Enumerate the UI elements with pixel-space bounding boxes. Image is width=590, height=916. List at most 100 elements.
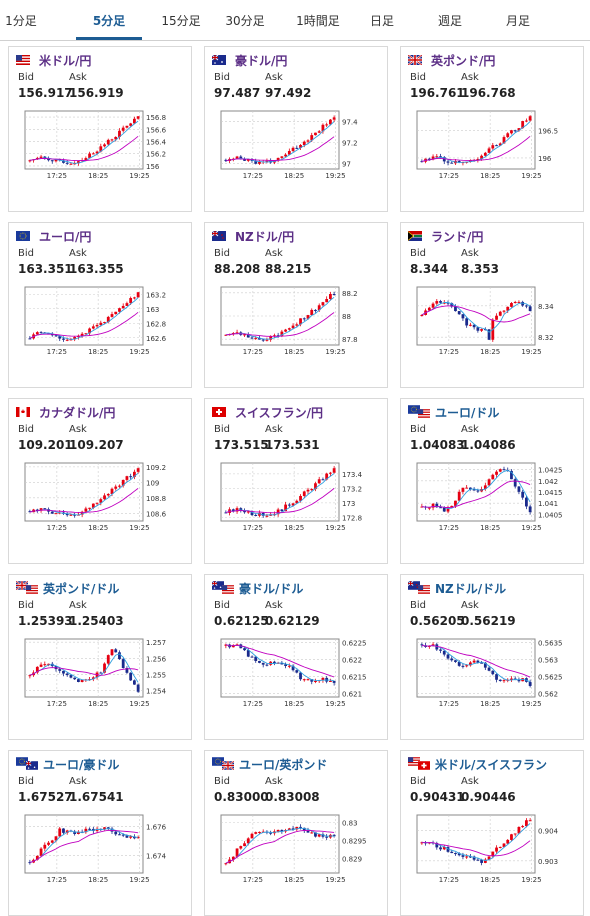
pair-title[interactable]: ユーロ/ドル xyxy=(435,406,500,420)
candle-body xyxy=(73,337,77,340)
pair-title[interactable]: ユーロ/豪ドル xyxy=(43,758,120,772)
candle-body xyxy=(480,155,483,160)
pair-title[interactable]: カナダドル/円 xyxy=(39,406,116,420)
tab-1[interactable]: 1分足 xyxy=(5,14,37,28)
candle-body xyxy=(69,514,73,516)
candle-body xyxy=(103,322,106,324)
pair-title[interactable]: 豪ドル/円 xyxy=(235,54,288,68)
rate-card[interactable]: 英ポンド/円 Bid Ask 196.761 196.768 196 196.5 17:25 1… xyxy=(400,46,584,212)
candle-body xyxy=(325,836,329,838)
ask-value: 0.62129 xyxy=(265,614,320,628)
candle-body xyxy=(291,665,295,671)
rate-card[interactable]: NZドル/ドル Bid Ask 0.56205 0.56219 0.562 0.5625 0.… xyxy=(400,574,584,740)
bid-label: Bid xyxy=(410,776,426,787)
price-chart: 0.562 0.5625 0.563 0.5635 17:25 18:25 19:25 xyxy=(416,638,563,708)
candle-body xyxy=(287,504,291,506)
candle-body xyxy=(439,507,442,509)
pair-title[interactable]: 豪ドル/ドル xyxy=(239,582,304,596)
candle-body xyxy=(314,832,317,837)
candle-body xyxy=(502,310,506,312)
x-tick-label: 18:25 xyxy=(88,348,108,356)
y-tick-label: 196 xyxy=(538,155,552,163)
ask-label: Ask xyxy=(461,600,479,611)
ma-slow-line xyxy=(29,829,139,863)
pair-title[interactable]: NZドル/ドル xyxy=(435,582,507,596)
tab-2[interactable]: 5分足 xyxy=(76,0,142,40)
candle-body xyxy=(224,334,228,336)
rate-card[interactable]: ユーロ/英ポンド Bid Ask 0.83000 0.83008 0.829 0.8295 0… xyxy=(204,750,388,916)
candle-body xyxy=(420,842,424,844)
pair-title[interactable]: 米ドル/円 xyxy=(39,54,92,68)
candle-body xyxy=(299,495,302,501)
tab-7[interactable]: 週足 xyxy=(437,14,462,28)
bid-value: 1.25393 xyxy=(18,614,73,628)
candle-body xyxy=(88,507,91,509)
ma-slow-line xyxy=(29,311,139,339)
x-tick-label: 17:25 xyxy=(439,876,459,884)
ask-value: 173.531 xyxy=(265,438,320,452)
candle-body xyxy=(431,644,435,646)
candle-body xyxy=(513,130,517,132)
tab-8[interactable]: 月足 xyxy=(505,14,530,28)
price-chart: 0.621 0.6215 0.622 0.6225 17:25 18:25 19:25 xyxy=(220,638,367,708)
rate-card[interactable]: 英ポンド/ドル Bid Ask 1.25393 1.25403 1.254 1.255 1.2… xyxy=(8,574,192,740)
rate-card[interactable]: 豪ドル/円 Bid Ask 97.487 97.492 97 97.2 97.4 17:25 18… xyxy=(204,46,388,212)
candle-body xyxy=(62,828,65,833)
price-chart: 172.8 173 173.2 173.4 17:25 18:25 19:25 xyxy=(220,462,363,532)
candle-body xyxy=(133,836,136,839)
rate-card[interactable]: スイスフラン/円 Bid Ask 173.515 173.531 172.8 173 173.… xyxy=(204,398,388,564)
tab-4[interactable]: 30分足 xyxy=(225,14,265,28)
y-tick-label: 88 xyxy=(342,313,351,321)
rate-card[interactable]: カナダドル/円 Bid Ask 109.201 109.207 108.6 108.8 109… xyxy=(8,398,192,564)
candle-body xyxy=(136,684,140,692)
pair-title[interactable]: スイスフラン/円 xyxy=(235,406,324,420)
rate-card[interactable]: ユーロ/ドル Bid Ask 1.04083 1.04086 1.0405 1.041 1.0… xyxy=(400,398,584,564)
rate-card[interactable]: ユーロ/豪ドル Bid Ask 1.67527 1.67541 1.674 1.676 17:… xyxy=(8,750,192,916)
pair-title[interactable]: ランド/円 xyxy=(431,230,484,244)
y-tick-label: 0.83 xyxy=(342,819,358,827)
ask-label: Ask xyxy=(461,248,479,259)
x-tick-label: 17:25 xyxy=(439,700,459,708)
rate-card[interactable]: 米ドル/スイスフラン Bid Ask 0.90431 0.90446 0.903 0.904… xyxy=(400,750,584,916)
timeframe-tabs: 1分足 5分足 15分足 30分足 1時間足 日足 週足 月足 xyxy=(0,0,590,41)
candle-body xyxy=(254,337,258,339)
rate-card[interactable]: ユーロ/円 Bid Ask 163.351 163.355 162.6 162.8 163 16… xyxy=(8,222,192,388)
candle-body xyxy=(118,485,121,487)
candle-body xyxy=(528,681,532,686)
candle-body xyxy=(502,843,506,847)
flag-us-icon xyxy=(222,585,234,594)
candle-body xyxy=(243,648,246,651)
candle-body xyxy=(517,826,521,834)
pair-title[interactable]: ユーロ/円 xyxy=(39,230,92,244)
candle-body xyxy=(39,332,43,334)
candle-body xyxy=(28,511,32,513)
rate-card[interactable]: 米ドル/円 Bid Ask 156.917 156.919 156 156.2 156.4 15… xyxy=(8,46,192,212)
x-tick-label: 19:25 xyxy=(521,524,541,532)
tab-6[interactable]: 日足 xyxy=(369,14,394,28)
pair-title[interactable]: 英ポンド/ドル xyxy=(43,582,120,596)
rate-card[interactable]: NZドル/円 Bid Ask 88.208 88.215 87.8 88 88.2 17:25 1… xyxy=(204,222,388,388)
candle-body xyxy=(28,862,32,864)
candle-body xyxy=(106,493,110,496)
flag-eu-icon xyxy=(16,231,30,241)
candle-body xyxy=(110,649,114,656)
candle-body xyxy=(88,153,91,159)
rate-card[interactable]: 豪ドル/ドル Bid Ask 0.62125 0.62129 0.621 0.6215 0.6… xyxy=(204,574,388,740)
candle-body xyxy=(487,479,491,486)
candle-body xyxy=(528,116,532,121)
rate-card[interactable]: ランド/円 Bid Ask 8.344 8.353 8.32 8.34 17:25 18:25 1… xyxy=(400,222,584,388)
candle-body xyxy=(299,144,302,148)
tab-3[interactable]: 15分足 xyxy=(161,14,201,28)
pair-title[interactable]: NZドル/円 xyxy=(235,230,295,244)
candle-body xyxy=(136,292,140,298)
candle-body xyxy=(498,679,502,681)
tab-5[interactable]: 1時間足 xyxy=(296,14,340,28)
bid-value: 196.761 xyxy=(410,86,465,100)
pair-title[interactable]: 米ドル/スイスフラン xyxy=(435,758,548,772)
candle-body xyxy=(269,336,273,340)
pair-title[interactable]: ユーロ/英ポンド xyxy=(239,758,328,772)
candle-body xyxy=(310,832,314,834)
candle-body xyxy=(224,159,228,161)
pair-title[interactable]: 英ポンド/円 xyxy=(431,54,496,68)
candle-body xyxy=(125,667,129,673)
